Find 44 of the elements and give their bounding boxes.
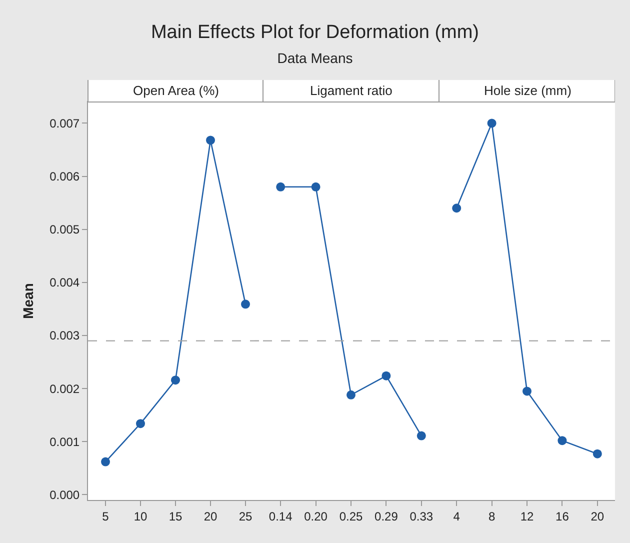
x-tick-label: 8 [488,509,496,524]
y-tick-label: 0.001 [50,434,80,449]
x-axis-title: Hole size (mm) [484,83,572,98]
point [522,386,532,396]
y-tick-label: 0.004 [50,276,80,290]
x-axis-title: Open Area (%) [133,83,219,98]
point [241,300,250,309]
point [311,182,320,192]
point [382,371,391,380]
x-tick-label: 20 [204,509,218,524]
x-tick-label: 4 [453,509,460,524]
x-tick-label: 10 [134,509,148,524]
x-axis-title: Ligament ratio [310,83,392,98]
x-tick-label: 25 [238,509,252,524]
y-tick-label: 0.007 [50,116,80,130]
text: Data Means [276,50,354,66]
point [346,390,356,400]
point [416,431,426,440]
x-tick-label: 0.20 [304,509,328,524]
point [101,457,110,466]
x-tick-label: 0.14 [268,509,293,524]
x-tick-label: 20 [590,509,604,524]
point [171,376,180,385]
x-tick-label: 0.25 [339,509,363,524]
y-tick-label: 0.003 [50,328,80,343]
x-tick-label: 5 [102,509,110,524]
point [487,118,496,128]
x-tick-label: 16 [556,509,570,524]
text: Main Effects Plot for Deformation (mm) [150,22,480,44]
y-tick-label: 0.005 [50,222,80,237]
y-tick-label: 0.006 [50,169,80,184]
y-tick-label: 0.000 [50,488,80,502]
point [206,136,215,145]
point [136,419,145,428]
x-tick-label: 12 [520,509,534,524]
point [276,182,286,192]
x-tick-label: 0.33 [410,509,434,524]
x-tick-label: 0.29 [374,509,398,524]
point [592,449,602,458]
point [558,436,567,446]
y-tick-label: 0.002 [50,382,80,396]
point [452,204,462,213]
x-tick-label: 15 [168,509,182,524]
y-axis-title: Mean [20,283,36,319]
